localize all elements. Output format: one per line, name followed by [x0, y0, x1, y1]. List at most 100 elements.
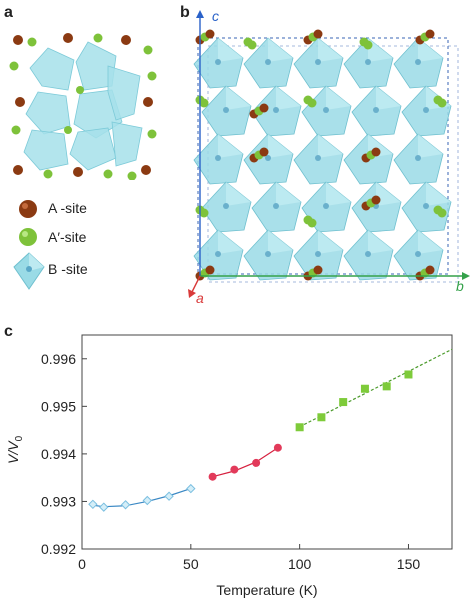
data-point — [99, 502, 109, 512]
data-point — [317, 413, 326, 422]
panel-label-b: b — [180, 4, 190, 21]
data-point — [252, 458, 261, 467]
a-site-atom — [313, 265, 323, 275]
b-site-atom — [265, 59, 271, 65]
a-prime-site-atom — [363, 40, 373, 50]
a-site-marker — [19, 200, 37, 218]
legend-label-a-site: A -site — [48, 200, 87, 216]
octahedron-facet — [368, 38, 393, 62]
octahedra-layer — [193, 37, 452, 281]
a-site-atom — [425, 29, 435, 39]
a-prime-site-atom — [307, 218, 317, 228]
a-site-atom — [425, 265, 435, 275]
data-point — [230, 465, 239, 474]
axis-label-c: c — [212, 8, 219, 24]
axis-label-a: a — [196, 290, 204, 306]
b-site-atom — [273, 107, 279, 113]
volume-temperature-chart: 0 50 100 150 0.992 0.993 0.994 0.995 0.996 Temper… — [5, 334, 453, 598]
octahedron-facet — [226, 86, 251, 110]
octahedron-facet — [418, 230, 443, 254]
b-site-atom — [373, 107, 379, 113]
y-axis-label-subscript: 0 — [14, 435, 25, 441]
octahedron-facet — [426, 182, 451, 206]
crystal-structure-b — [188, 10, 470, 298]
legend-label-a-prime-site: A′-site — [48, 229, 87, 245]
b-site-atom — [223, 107, 229, 113]
x-tick-label: 150 — [397, 556, 421, 572]
panel-label-c: c — [4, 323, 13, 340]
x-axis-label: Temperature (K) — [216, 582, 317, 598]
octahedron-facet — [326, 182, 351, 206]
octahedron-facet — [218, 230, 243, 254]
b-site-atom — [265, 155, 271, 161]
b-site-atom — [315, 59, 321, 65]
b-site-atom — [365, 59, 371, 65]
a-prime-site-marker — [19, 228, 37, 246]
a-prime-site-atom — [199, 98, 209, 108]
a-site-atom — [313, 29, 323, 39]
a-axis-arrowhead — [188, 289, 196, 298]
a-site-atom — [259, 103, 269, 113]
x-tick-label: 100 — [288, 556, 312, 572]
y-tick-label: 0.994 — [41, 446, 76, 462]
data-point — [273, 443, 282, 452]
b-site-atom — [423, 107, 429, 113]
x-tick-label: 0 — [78, 556, 86, 572]
b-site-atom — [415, 251, 421, 257]
y-tick-label: 0.993 — [41, 493, 76, 509]
octahedron-facet — [318, 38, 343, 62]
a-prime-site-atom — [307, 98, 317, 108]
octahedron-facet — [218, 38, 243, 62]
octahedron-facet — [268, 230, 293, 254]
b-site-atom — [215, 59, 221, 65]
octahedron-facet — [226, 182, 251, 206]
b-site-atom — [265, 251, 271, 257]
legend: A -site A′-site B -site — [12, 195, 172, 295]
octahedron-facet — [418, 38, 443, 62]
data-point — [142, 495, 153, 506]
a-prime-site-atom — [199, 208, 209, 218]
octahedron-facet — [268, 38, 293, 62]
b-site-atom — [365, 251, 371, 257]
octahedron-facet — [276, 86, 301, 110]
b-site-atom — [315, 251, 321, 257]
b-site-atom — [423, 203, 429, 209]
a-prime-site-atom — [247, 40, 257, 50]
octahedron-facet — [368, 230, 393, 254]
b-site-atom — [415, 155, 421, 161]
b-site-atom — [323, 203, 329, 209]
b-site-octahedron-icon — [13, 252, 45, 290]
b-site-atom — [315, 155, 321, 161]
crystal-structure-a — [9, 33, 157, 180]
data-point — [339, 398, 348, 407]
y-tick-label: 0.996 — [41, 351, 76, 367]
b-site-atom — [415, 59, 421, 65]
b-site-atom — [215, 251, 221, 257]
fit-line — [92, 488, 192, 508]
data-point — [295, 423, 304, 432]
a-site-atom — [371, 147, 381, 157]
b-axis-arrowhead — [462, 272, 470, 280]
a-site-atom — [259, 147, 269, 157]
y-tick-label: 0.995 — [41, 398, 76, 414]
b-site-atom — [323, 107, 329, 113]
octahedron-facet — [268, 134, 293, 158]
data-point — [208, 472, 217, 481]
a-prime-site-atom — [437, 208, 447, 218]
octahedron-facet — [318, 230, 343, 254]
b-site-atom — [215, 155, 221, 161]
x-tick-label: 50 — [183, 556, 199, 572]
a-axis-arrow — [191, 275, 201, 293]
b-site-atom — [223, 203, 229, 209]
c-axis-arrowhead — [196, 10, 204, 18]
octahedron-facet — [376, 86, 401, 110]
y-axis-label: V/V0 — [5, 435, 25, 464]
octahedron-facet — [418, 134, 443, 158]
fit-line — [212, 447, 279, 478]
data-point — [88, 499, 98, 510]
fit-line — [299, 348, 453, 428]
octahedron-facet — [326, 86, 351, 110]
octahedron-facet — [376, 182, 401, 206]
y-tick-label: 0.992 — [41, 541, 76, 557]
data-point — [164, 491, 174, 501]
